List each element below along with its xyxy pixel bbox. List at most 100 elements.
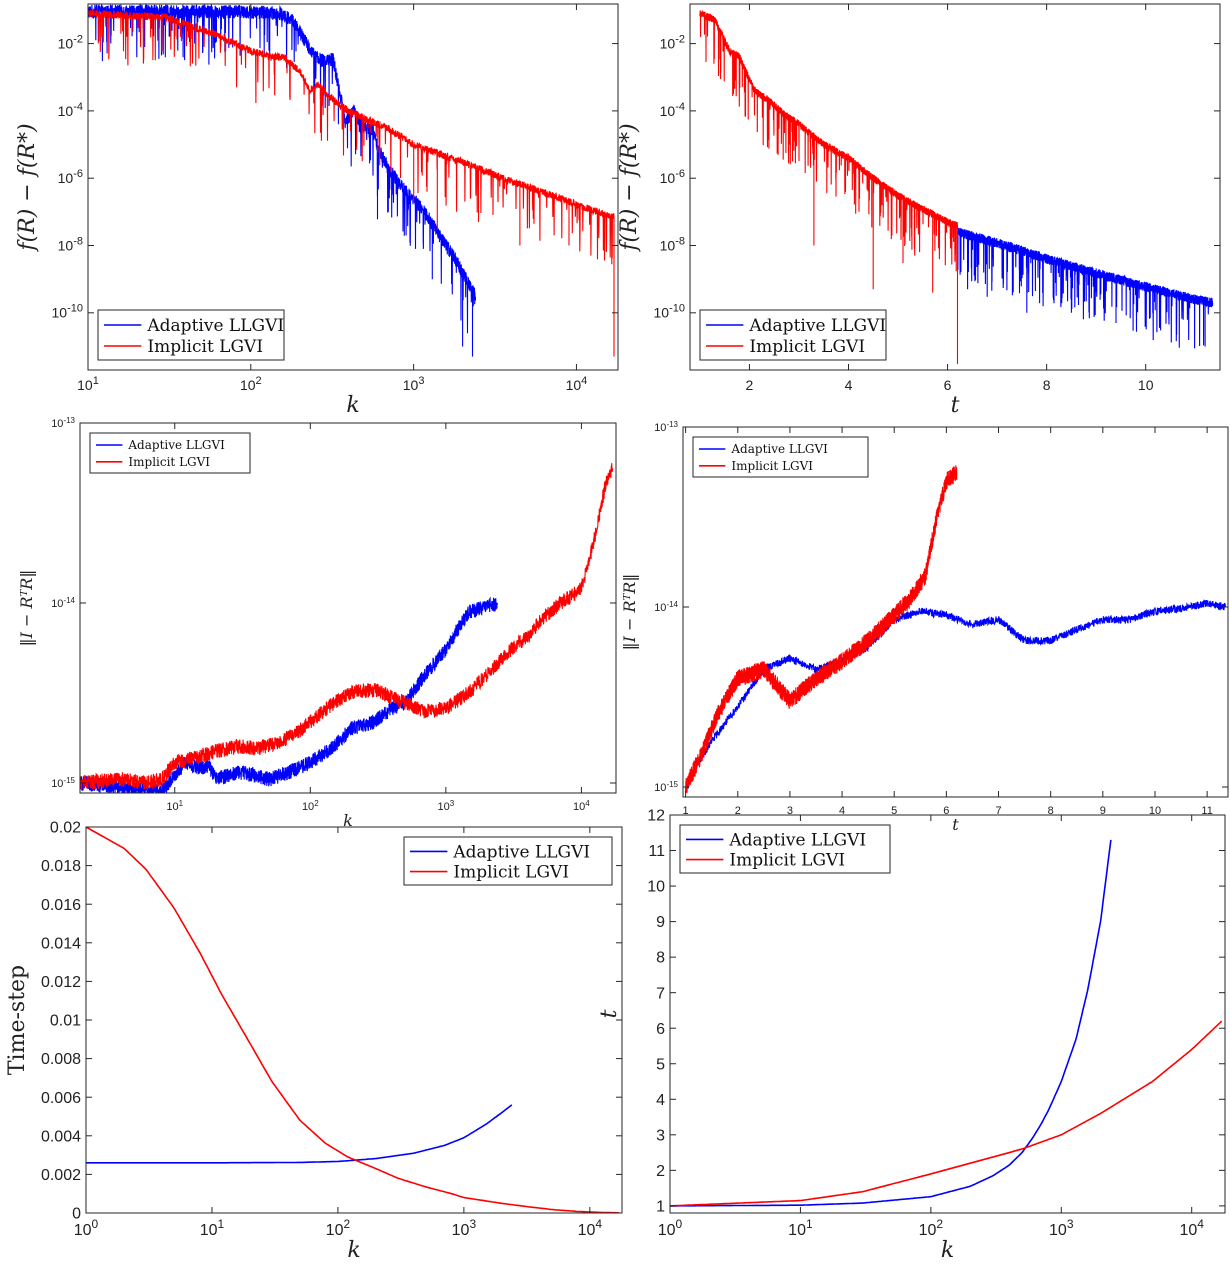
axes-box bbox=[669, 814, 1226, 1214]
x-tick-label: 104 bbox=[566, 375, 588, 393]
x-tick-label: 2 bbox=[746, 377, 754, 393]
x-tick-label: 104 bbox=[573, 799, 590, 814]
panel-orthogonality-vs-k: 101 102 103 104 10-15 10-14 10-13 k ‖I − RᵀR‖ Ada… bbox=[17, 415, 617, 830]
y-tick-label: 0.002 bbox=[41, 1167, 81, 1184]
y-tick-label: 8 bbox=[656, 950, 665, 967]
x-tick-label: 103 bbox=[437, 799, 454, 814]
series-line-adaptive-llgvi bbox=[956, 227, 1214, 349]
x-tick-label: 104 bbox=[578, 1217, 603, 1239]
x-tick-label: 104 bbox=[1179, 1217, 1204, 1239]
legend-entry: Adaptive LLGVI bbox=[127, 438, 225, 452]
y-tick-label: 9 bbox=[656, 914, 665, 931]
y-tick-label: 10-2 bbox=[660, 33, 685, 51]
series-line-implicit-lgvi bbox=[685, 465, 958, 794]
x-tick-label: 3 bbox=[787, 805, 793, 817]
legend-entry: Implicit LGVI bbox=[147, 337, 263, 357]
legend-box bbox=[403, 836, 613, 886]
y-tick-label: 10-6 bbox=[58, 168, 83, 186]
y-tick-label: 2 bbox=[656, 1163, 665, 1180]
y-tick-label: 11 bbox=[648, 843, 665, 860]
x-tick-label: 103 bbox=[452, 1217, 477, 1239]
legend-entry: Implicit LGVI bbox=[749, 337, 865, 357]
x-tick-label: 102 bbox=[240, 375, 262, 393]
x-tick-label: 10 bbox=[1138, 377, 1154, 393]
y-tick-label: 10-4 bbox=[58, 101, 83, 119]
y-tick-label: 10-13 bbox=[654, 419, 678, 434]
x-axis-label: k bbox=[346, 393, 359, 418]
y-axis-label: Time-step bbox=[5, 965, 30, 1075]
panel-time-vs-k: 100 101 102 103 104123456789101112ktAdaptive… bbox=[597, 808, 1226, 1263]
legend-box bbox=[97, 309, 285, 361]
series-line-adaptive-llgvi bbox=[80, 596, 498, 793]
x-tick-label: 101 bbox=[788, 1217, 813, 1239]
legend-box bbox=[692, 436, 869, 478]
legend-entry: Adaptive LLGVI bbox=[728, 830, 866, 850]
x-tick-label: 6 bbox=[943, 805, 949, 817]
y-axis-label: f(R) − f(R*) bbox=[15, 123, 40, 252]
y-tick-label: 0 bbox=[72, 1206, 81, 1223]
y-tick-label: 10-4 bbox=[660, 101, 685, 119]
y-tick-label: 6 bbox=[656, 1021, 665, 1038]
y-tick-label: 0.018 bbox=[41, 858, 81, 875]
x-tick-label: 9 bbox=[1100, 805, 1106, 817]
y-tick-label: 5 bbox=[656, 1056, 665, 1073]
x-tick-label: 103 bbox=[1049, 1217, 1074, 1239]
x-axis-label: t bbox=[952, 815, 959, 834]
panel-timestep-vs-k: 100 101 102 103 104 0 0.002 0.004 0.006 0.008 0.01… bbox=[5, 820, 623, 1263]
x-tick-label: 7 bbox=[995, 805, 1001, 817]
y-tick-label: 0.004 bbox=[41, 1128, 81, 1145]
y-tick-label: 0.006 bbox=[41, 1090, 81, 1107]
legend-entry: Implicit LGVI bbox=[128, 455, 210, 469]
y-tick-label: 3 bbox=[656, 1127, 665, 1144]
x-axis-label: k bbox=[343, 811, 353, 830]
series-line-adaptive-llgvi bbox=[86, 1104, 513, 1164]
y-tick-label: 0.008 bbox=[41, 1051, 81, 1068]
y-tick-label: 12 bbox=[647, 808, 665, 825]
y-tick-label: 0.016 bbox=[41, 897, 81, 914]
x-tick-label: 103 bbox=[403, 375, 425, 393]
x-tick-label: 102 bbox=[302, 799, 319, 814]
y-tick-label: 10-6 bbox=[660, 168, 685, 186]
legend-entry: Adaptive LLGVI bbox=[748, 316, 886, 336]
axes-box bbox=[682, 426, 1229, 798]
legend-box bbox=[89, 432, 251, 474]
y-tick-label: 0.014 bbox=[41, 935, 81, 952]
legend: Adaptive LLGVI Implicit LGVI bbox=[89, 432, 251, 474]
y-tick-label: 7 bbox=[656, 985, 665, 1002]
y-axis-label: ‖I − RᵀR‖ bbox=[620, 574, 639, 651]
x-tick-label: 102 bbox=[326, 1217, 351, 1239]
y-tick-label: 10-14 bbox=[654, 599, 678, 614]
series-line-implicit-lgvi bbox=[88, 9, 615, 357]
series-line-implicit-lgvi bbox=[670, 1020, 1223, 1207]
y-tick-label: 10-15 bbox=[654, 779, 678, 794]
x-tick-label: 6 bbox=[944, 377, 952, 393]
x-tick-label: 5 bbox=[891, 805, 897, 817]
axes-box bbox=[79, 422, 617, 794]
y-tick-label: 10-10 bbox=[52, 303, 83, 321]
y-tick-label: 0.02 bbox=[50, 820, 81, 837]
series-line-implicit-lgvi bbox=[699, 10, 959, 365]
y-tick-label: 10-14 bbox=[51, 595, 75, 610]
y-axis-label: t bbox=[597, 1009, 622, 1018]
y-tick-label: 0.01 bbox=[50, 1013, 81, 1030]
legend-entry: Implicit LGVI bbox=[453, 863, 569, 883]
x-tick-label: 101 bbox=[200, 1217, 225, 1239]
y-axis-label: f(R) − f(R*) bbox=[617, 123, 642, 252]
y-tick-label: 10-2 bbox=[58, 33, 83, 51]
y-tick-label: 10-15 bbox=[51, 775, 75, 790]
legend-box bbox=[699, 309, 887, 361]
legend-entry: Adaptive LLGVI bbox=[730, 442, 828, 456]
x-tick-label: 100 bbox=[74, 1217, 99, 1239]
y-axis-label: ‖I − RᵀR‖ bbox=[17, 570, 36, 647]
x-tick-label: 2 bbox=[735, 805, 741, 817]
panel-error-vs-t: 2 4 6 8 10 10-10 10-8 10-6 10-4 10-2 t f(R) − f(R*)… bbox=[617, 3, 1221, 418]
x-tick-label: 102 bbox=[919, 1217, 944, 1239]
series-line-implicit-lgvi bbox=[80, 463, 614, 792]
series-line-implicit-lgvi bbox=[86, 827, 619, 1213]
axes-box bbox=[689, 3, 1221, 371]
